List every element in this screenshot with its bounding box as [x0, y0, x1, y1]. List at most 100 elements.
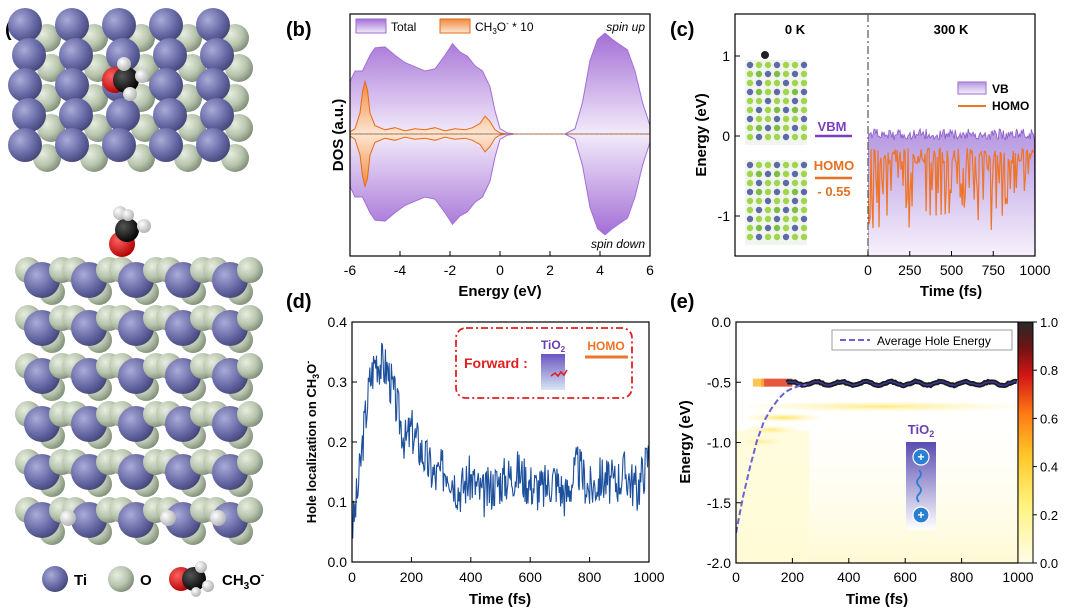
orbital-atom — [764, 206, 772, 214]
colorbar — [1017, 321, 1034, 564]
orbital-atom — [800, 115, 808, 123]
orbital-atom — [746, 79, 754, 87]
average-energy-steady — [786, 380, 1018, 387]
orbital-atom — [791, 88, 799, 96]
orbital-atom — [773, 61, 781, 69]
legend-methoxy-label: CH3O- — [222, 570, 264, 592]
methoxy-molecule-top — [102, 57, 149, 101]
orbital-atom — [782, 88, 790, 96]
y-tick-label: -1.5 — [707, 495, 731, 511]
x-tick-label: 800 — [578, 569, 602, 585]
orbital-atom — [755, 70, 763, 78]
homo-offset-label: - 0.55 — [817, 184, 850, 199]
ti-atom — [55, 128, 89, 162]
inset-homo-label: HOMO — [587, 339, 624, 353]
ti-atom — [8, 8, 42, 42]
panel-e: (e) -2.0 -1.5 -1.0 -0.5 0.0 0 200 400 600 800 1000… — [670, 291, 1058, 608]
orbital-atom — [782, 97, 790, 105]
orbital-atom — [800, 70, 808, 78]
heat-strip — [741, 437, 782, 446]
orbital-atom — [746, 206, 754, 214]
hole-top-icon — [912, 448, 930, 466]
legend-vb-swatch — [957, 81, 987, 95]
dos-plot-area — [350, 32, 650, 236]
y-tick-label: 0.0 — [328, 554, 348, 570]
orbital-atom — [773, 233, 781, 241]
y-tick-label: 0.0 — [712, 314, 732, 330]
orbital-atom — [791, 115, 799, 123]
forward-label: Forward : — [464, 355, 528, 371]
spin-up-annotation: spin up — [606, 20, 645, 34]
orbital-atom — [773, 197, 781, 205]
orbital-atom — [764, 70, 772, 78]
orbital-atom — [746, 70, 754, 78]
orbital-atom — [791, 188, 799, 196]
heat-strip — [747, 401, 1018, 412]
orbital-atom — [746, 133, 754, 141]
orbital-atom — [791, 197, 799, 205]
orbital-atom — [782, 133, 790, 141]
orbital-atom — [755, 170, 763, 178]
ti-atom — [12, 38, 46, 72]
orbital-atom — [800, 124, 808, 132]
y-tick-label: -1.0 — [707, 435, 731, 451]
orbital-atom — [773, 170, 781, 178]
ti-atom — [106, 98, 140, 132]
orbital-atom — [791, 70, 799, 78]
orbital-atom — [755, 215, 763, 223]
heat-strip — [761, 378, 793, 387]
orbital-atom — [791, 170, 799, 178]
x-tick-label: 0 — [732, 569, 740, 585]
ti-atom — [149, 68, 183, 102]
x-tick-label: 1000 — [1002, 569, 1033, 585]
tio2-hole-diagram: TiO2 + + — [906, 422, 936, 530]
orbital-atom — [773, 124, 781, 132]
x-tick-label: 200 — [400, 569, 424, 585]
x-tick-label: 0 — [496, 262, 504, 278]
dos-y-label: DOS (a.u.) — [330, 99, 347, 172]
orbital-atom — [782, 197, 790, 205]
orbital-atom — [791, 79, 799, 87]
dos-legend: Total CH3O- * 10 — [355, 18, 534, 36]
energy-y-label: Energy (eV) — [693, 93, 710, 176]
energy-legend: VB HOMO — [957, 81, 1029, 113]
panel-label-b: (b) — [286, 19, 312, 41]
orbital-atom — [755, 133, 763, 141]
energy-plot-frame — [734, 13, 1036, 257]
vbm-label: VBM — [818, 119, 847, 134]
orbital-atom — [746, 170, 754, 178]
x-tick-label: 750 — [982, 262, 1006, 278]
ti-atom — [102, 128, 136, 162]
orbital-atom — [755, 179, 763, 187]
x-tick-label: -6 — [344, 262, 357, 278]
orbital-atom — [746, 197, 754, 205]
orbital-atom — [773, 179, 781, 187]
ti-atom — [55, 68, 89, 102]
h-atom — [60, 510, 76, 526]
orbital-atom — [782, 179, 790, 187]
orbital-atom — [755, 233, 763, 241]
orbital-atom — [773, 79, 781, 87]
ti-atom — [8, 128, 42, 162]
legend-total-swatch — [355, 18, 387, 34]
orbital-atom — [746, 233, 754, 241]
slab-top-view — [8, 8, 253, 172]
x-tick-label: 6 — [646, 262, 654, 278]
x-tick-label: 600 — [894, 569, 918, 585]
x-tick-label: -2 — [444, 262, 457, 278]
orbital-atom — [791, 233, 799, 241]
y-tick-label: 0.3 — [328, 374, 348, 390]
orbital-atom — [764, 124, 772, 132]
orbital-atom — [746, 161, 754, 169]
x-tick-label: 800 — [950, 569, 974, 585]
early-time-glow — [736, 430, 810, 563]
adsorbate-atom — [761, 51, 769, 59]
ch3o-dos-spin-up — [350, 79, 650, 135]
average-hole-energy-curve — [736, 383, 807, 534]
legend-ch3o-label: CH3O- * 10 — [475, 19, 534, 36]
heat-strip — [747, 413, 821, 422]
legend-avg-label: Average Hole Energy — [877, 334, 991, 348]
orbital-atom — [782, 233, 790, 241]
panel-a: (a) Ti O — [5, 8, 264, 597]
